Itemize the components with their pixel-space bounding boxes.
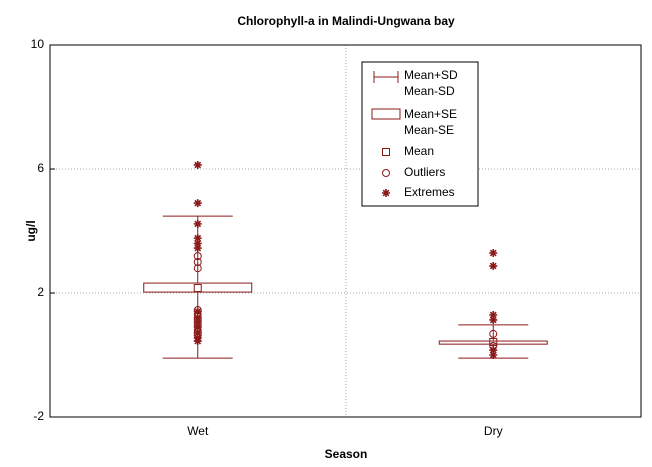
- y-tick-label: -2: [33, 409, 44, 423]
- legend-symbol: [382, 169, 390, 177]
- y-tick-label: 6: [37, 161, 44, 175]
- y-axis-label: ug/l: [24, 220, 38, 241]
- extreme: [193, 323, 202, 332]
- legend-symbol: [382, 189, 390, 197]
- y-tick-label: 10: [31, 37, 45, 51]
- extreme: [193, 337, 202, 346]
- legend-label: Outliers: [404, 165, 445, 179]
- legend-symbol: [382, 148, 390, 156]
- extreme: [489, 351, 498, 359]
- extreme: [489, 262, 498, 271]
- legend-label: Mean+SD: [404, 68, 458, 82]
- extreme: [193, 234, 202, 243]
- mean: [193, 284, 202, 293]
- chart-title: Chlorophyll-a in Malindi-Ungwana bay: [237, 14, 455, 28]
- extreme: [193, 160, 202, 169]
- box: [143, 282, 253, 293]
- x-tick-label: Dry: [484, 424, 503, 438]
- extreme: [193, 318, 202, 327]
- extreme: [193, 219, 202, 228]
- extreme: [193, 307, 202, 316]
- extreme: [193, 244, 202, 253]
- legend-label: Mean: [404, 144, 434, 158]
- outlier: [193, 264, 202, 273]
- legend-box: [361, 61, 479, 207]
- legend-label: Mean-SD: [404, 84, 455, 98]
- extreme: [489, 315, 498, 324]
- plot-frame: [49, 44, 642, 418]
- legend-label: Mean+SE: [404, 107, 457, 121]
- extreme: [193, 313, 202, 322]
- extreme: [193, 239, 202, 248]
- legend-label: Extremes: [404, 185, 455, 199]
- extreme: [489, 249, 498, 258]
- extreme: [193, 199, 202, 208]
- outlier: [489, 329, 498, 338]
- outlier: [193, 258, 202, 266]
- extreme: [193, 328, 202, 337]
- legend-label: Mean-SE: [404, 123, 454, 137]
- extreme: [489, 346, 498, 355]
- x-tick-label: Wet: [187, 424, 209, 438]
- legend-symbol: [371, 108, 401, 120]
- mean: [489, 337, 498, 346]
- x-axis-label: Season: [325, 447, 368, 461]
- y-tick-label: 2: [37, 285, 44, 299]
- extreme: [489, 311, 498, 320]
- outlier: [193, 252, 202, 261]
